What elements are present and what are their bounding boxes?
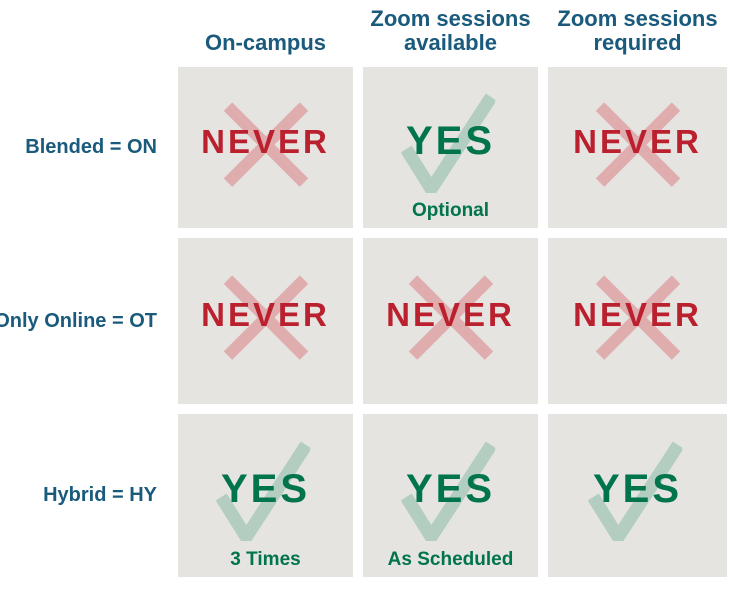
cell-only-online-on-campus: NEVER xyxy=(178,238,353,404)
cell-note: As Scheduled xyxy=(387,549,514,570)
check-mark-icon xyxy=(215,440,310,541)
column-header-zoom-required: Zoom sessions required xyxy=(557,5,718,56)
row-label-hybrid: Hybrid = HY xyxy=(43,484,157,506)
corner-spacer xyxy=(0,0,168,57)
cell-note: Optional xyxy=(411,200,490,221)
cell-verdict: NEVER xyxy=(573,122,702,160)
cell-hybrid-zoom-required: YES xyxy=(548,414,727,577)
cell-verdict: NEVER xyxy=(386,296,515,333)
cell-verdict: NEVER xyxy=(201,296,330,333)
matrix-grid: On-campus Zoom sessions available Zoom s… xyxy=(0,0,727,577)
column-header-on-campus: On-campus xyxy=(204,30,327,56)
cell-blended-on-campus: NEVER xyxy=(178,67,353,228)
check-mark-icon xyxy=(400,92,495,193)
column-header-zoom-available: Zoom sessions available xyxy=(370,5,531,56)
cell-only-online-zoom-required: NEVER xyxy=(548,238,727,404)
cell-hybrid-on-campus: YES 3 Times xyxy=(178,414,353,577)
row-label-only-online: Only Online = OT xyxy=(0,309,157,332)
x-mark-icon xyxy=(223,275,308,360)
x-mark-icon xyxy=(408,275,493,360)
cell-blended-zoom-required: NEVER xyxy=(548,67,727,228)
cell-note: 3 Times xyxy=(230,549,301,570)
row-label-blended: Blended = ON xyxy=(25,136,157,158)
cell-verdict: NEVER xyxy=(201,122,330,160)
x-mark-icon xyxy=(595,275,680,360)
cell-hybrid-zoom-available: YES As Scheduled xyxy=(363,414,538,577)
cell-verdict: YES xyxy=(220,467,311,511)
check-mark-icon xyxy=(587,440,682,541)
cell-verdict: YES xyxy=(405,119,496,163)
check-mark-icon xyxy=(400,440,495,541)
cell-verdict: YES xyxy=(405,467,496,511)
cell-verdict: NEVER xyxy=(573,296,702,333)
cell-only-online-zoom-available: NEVER xyxy=(363,238,538,404)
cell-blended-zoom-available: YES Optional xyxy=(363,67,538,228)
x-mark-icon xyxy=(595,102,680,187)
cell-verdict: YES xyxy=(592,467,683,511)
x-mark-icon xyxy=(223,102,308,187)
